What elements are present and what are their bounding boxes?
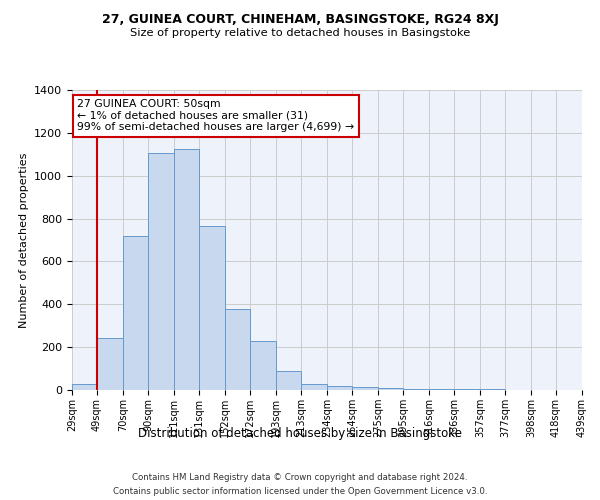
Bar [352, 387, 378, 390]
Bar [276, 370, 301, 390]
Bar [327, 386, 352, 390]
Text: Contains HM Land Registry data © Crown copyright and database right 2024.: Contains HM Land Registry data © Crown c… [132, 472, 468, 482]
Bar [199, 226, 225, 390]
Text: Contains public sector information licensed under the Open Government Licence v3: Contains public sector information licen… [113, 488, 487, 496]
Bar [403, 389, 429, 390]
Bar [301, 384, 327, 390]
Bar [97, 338, 123, 390]
Text: Distribution of detached houses by size in Basingstoke: Distribution of detached houses by size … [138, 428, 462, 440]
Y-axis label: Number of detached properties: Number of detached properties [19, 152, 29, 328]
Bar [225, 308, 250, 390]
Bar [174, 149, 199, 390]
Bar [429, 389, 454, 390]
Bar [72, 384, 97, 390]
Text: 27 GUINEA COURT: 50sqm
← 1% of detached houses are smaller (31)
99% of semi-deta: 27 GUINEA COURT: 50sqm ← 1% of detached … [77, 99, 354, 132]
Bar [148, 153, 174, 390]
Text: 27, GUINEA COURT, CHINEHAM, BASINGSTOKE, RG24 8XJ: 27, GUINEA COURT, CHINEHAM, BASINGSTOKE,… [101, 12, 499, 26]
Bar [378, 388, 403, 390]
Text: Size of property relative to detached houses in Basingstoke: Size of property relative to detached ho… [130, 28, 470, 38]
Bar [250, 341, 276, 390]
Bar [123, 236, 148, 390]
